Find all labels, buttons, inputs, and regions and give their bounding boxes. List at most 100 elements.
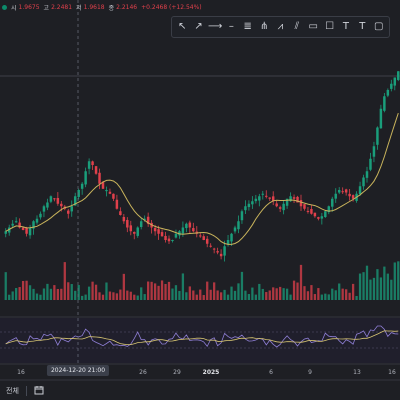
volume-bar: [310, 285, 313, 300]
ohlc-legend: 시 1.9675 고 2.2481 저 1.9618 종 2.2146 +0.2468 …: [2, 3, 204, 12]
low-label: 저: [76, 5, 82, 12]
candle-body: [11, 223, 14, 226]
open-value: 1.9675: [18, 4, 40, 11]
candle-body: [4, 231, 7, 234]
zigzag-icon[interactable]: ⩘: [277, 21, 284, 32]
volume-bar: [216, 290, 219, 300]
candle-body: [292, 197, 296, 199]
candle-body: [164, 235, 167, 240]
candle-body: [331, 198, 334, 207]
volume-bar: [303, 286, 306, 300]
candle-body: [261, 193, 265, 195]
candle-body: [174, 233, 178, 238]
candle-body: [310, 209, 313, 214]
x-tick-label: 16: [17, 369, 25, 376]
candle-body: [223, 246, 226, 256]
volume-bar: [174, 285, 178, 300]
volume-bar: [338, 283, 341, 300]
pitchfork-icon[interactable]: ⋔: [259, 21, 269, 32]
volume-bar: [258, 283, 261, 300]
candle-body: [306, 210, 310, 212]
horizontal-line-icon[interactable]: –: [228, 21, 234, 32]
volume-bar: [153, 283, 157, 300]
volume-bar: [181, 273, 185, 300]
volume-bar: [292, 280, 296, 300]
volume-bar: [164, 283, 167, 300]
square-icon[interactable]: ☐: [325, 21, 335, 32]
candle-body: [212, 248, 216, 250]
volume-bars: [4, 261, 400, 300]
high-value: 2.2481: [51, 4, 73, 11]
volume-bar: [299, 264, 303, 300]
volume-bar: [112, 292, 115, 300]
candle-body: [42, 206, 46, 212]
note-icon[interactable]: ▢: [373, 21, 384, 32]
candle-body: [28, 227, 32, 236]
volume-bar: [105, 282, 108, 300]
volume-bar: [77, 285, 80, 300]
volume-bar: [81, 295, 84, 300]
ray-icon[interactable]: ⟶: [207, 21, 223, 32]
candle-body: [14, 221, 18, 223]
candle-body: [369, 158, 372, 170]
volume-bar: [247, 294, 251, 300]
text-box-icon[interactable]: T: [359, 21, 366, 32]
cursor-tool-icon[interactable]: ↖: [177, 21, 187, 32]
volume-bar: [94, 284, 98, 300]
candle-body: [112, 193, 115, 199]
candle-body: [53, 198, 56, 200]
candle-body: [271, 196, 275, 202]
calendar-icon[interactable]: [34, 385, 44, 395]
volume-bar: [320, 294, 323, 300]
change-value: +0.2468 (+12.54%): [141, 4, 202, 11]
chart-grid: [0, 75, 400, 381]
symbol-dot: [2, 5, 7, 10]
channel-icon[interactable]: ⫽: [294, 21, 300, 32]
volume-bar: [150, 281, 153, 300]
volume-bar: [42, 288, 46, 300]
x-tick-label: 26: [139, 369, 147, 376]
candle-body: [35, 218, 39, 223]
fibonacci-icon[interactable]: ≣: [243, 21, 252, 32]
volume-bar: [143, 294, 146, 300]
rsi-line: [5, 325, 399, 348]
volume-bar: [351, 283, 355, 300]
volume-bar: [21, 280, 25, 300]
volume-bar: [129, 291, 132, 300]
close-label: 종: [108, 5, 115, 12]
candle-body: [209, 245, 212, 247]
volume-bar: [101, 294, 105, 300]
candle-body: [178, 231, 181, 236]
candle-body: [115, 199, 119, 209]
rectangle-icon[interactable]: ▭: [308, 21, 318, 32]
volume-bar: [147, 281, 150, 300]
candle-body: [344, 189, 348, 193]
volume-bar: [251, 287, 254, 300]
volume-bar: [289, 294, 292, 300]
volume-bar: [119, 289, 122, 300]
x-tick-label: 6: [269, 369, 273, 376]
volume-bar: [84, 294, 87, 300]
range-all-button[interactable]: 전체: [6, 387, 19, 395]
candle-body: [98, 172, 101, 184]
candle-body: [136, 227, 139, 236]
close-value: 2.2146: [116, 4, 138, 11]
candle-body: [202, 236, 205, 240]
volume-bar: [244, 290, 247, 300]
candle-body: [337, 190, 341, 193]
volume-bar: [331, 288, 334, 300]
candle-body: [303, 204, 306, 209]
volume-bar: [157, 285, 160, 300]
candle-body: [247, 203, 251, 208]
candle-body: [167, 238, 171, 242]
volume-bar: [261, 288, 264, 300]
volume-bar: [376, 269, 379, 300]
text-icon[interactable]: T: [342, 21, 349, 32]
volume-bar: [206, 281, 209, 300]
candle-body: [244, 206, 247, 211]
x-tick-label: 13: [353, 369, 361, 376]
trend-line-icon[interactable]: ↗: [194, 21, 203, 32]
candle-body: [258, 196, 261, 201]
candle-body: [393, 77, 397, 86]
